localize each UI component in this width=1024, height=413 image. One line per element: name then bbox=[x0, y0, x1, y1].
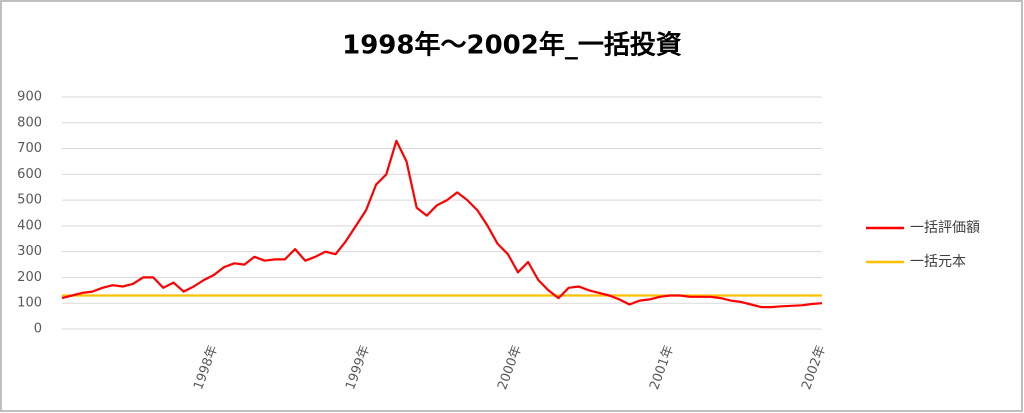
y-tick-label: 900 bbox=[17, 90, 42, 105]
y-tick-label: 700 bbox=[17, 141, 42, 156]
y-tick-label: 600 bbox=[17, 167, 42, 182]
y-tick-label: 0 bbox=[34, 322, 42, 337]
chart-title: 1998年～2002年_一括投資 bbox=[342, 30, 682, 61]
y-tick-label: 400 bbox=[17, 218, 42, 233]
y-tick-label: 800 bbox=[17, 115, 42, 130]
y-tick-label: 100 bbox=[17, 296, 42, 311]
y-tick-label: 300 bbox=[17, 244, 42, 259]
legend-label: 一括評価額 bbox=[910, 220, 980, 236]
legend-label: 一括元本 bbox=[910, 254, 966, 270]
y-tick-label: 500 bbox=[17, 193, 42, 208]
y-tick-label: 200 bbox=[17, 270, 42, 285]
series-line bbox=[61, 139, 823, 309]
